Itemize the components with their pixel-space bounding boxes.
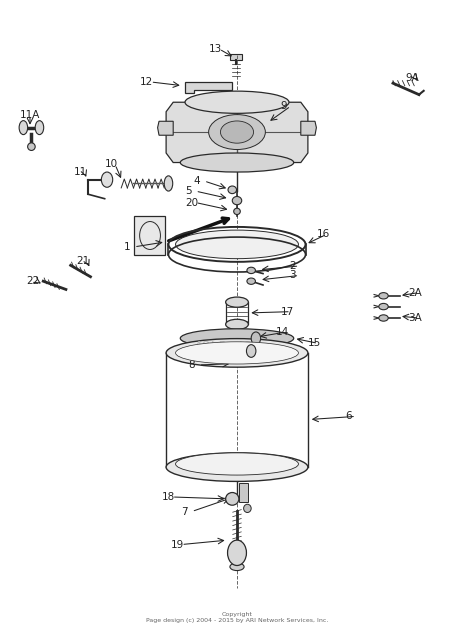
Polygon shape <box>157 121 173 135</box>
Text: 19: 19 <box>171 539 184 550</box>
Polygon shape <box>303 123 313 132</box>
Ellipse shape <box>247 278 255 284</box>
Ellipse shape <box>185 91 289 113</box>
Text: 16: 16 <box>317 229 329 239</box>
Ellipse shape <box>166 453 308 481</box>
Text: 10: 10 <box>105 160 118 169</box>
Ellipse shape <box>379 293 388 299</box>
Circle shape <box>246 345 256 357</box>
Text: ARI PartStre...: ARI PartStre... <box>193 340 281 353</box>
Polygon shape <box>166 102 308 163</box>
Ellipse shape <box>175 453 299 475</box>
Text: 8: 8 <box>188 360 195 370</box>
Ellipse shape <box>175 342 299 364</box>
Text: 1: 1 <box>124 242 130 252</box>
Text: 11A: 11A <box>19 110 40 120</box>
Text: 9A: 9A <box>405 73 419 83</box>
Text: 7: 7 <box>181 506 188 516</box>
Ellipse shape <box>247 267 255 273</box>
Ellipse shape <box>226 297 248 307</box>
Text: 22: 22 <box>27 276 40 286</box>
Circle shape <box>228 540 246 565</box>
Circle shape <box>251 332 261 345</box>
Circle shape <box>101 172 113 187</box>
Polygon shape <box>185 82 232 93</box>
Bar <box>230 54 242 60</box>
Text: 2: 2 <box>289 261 296 271</box>
Text: 4: 4 <box>193 176 200 186</box>
Text: 6: 6 <box>346 411 352 422</box>
Text: 7: 7 <box>190 352 196 363</box>
Ellipse shape <box>180 329 294 348</box>
Ellipse shape <box>19 121 27 135</box>
Bar <box>135 216 165 254</box>
Text: 20: 20 <box>185 198 198 207</box>
Ellipse shape <box>234 208 240 214</box>
Text: 11: 11 <box>74 167 87 177</box>
Ellipse shape <box>164 176 173 191</box>
Ellipse shape <box>35 121 44 135</box>
Ellipse shape <box>166 338 308 367</box>
Text: Copyright
Page design (c) 2004 - 2015 by ARI Network Services, Inc.: Copyright Page design (c) 2004 - 2015 by… <box>146 612 328 623</box>
Text: 14: 14 <box>276 327 289 337</box>
Ellipse shape <box>220 121 254 143</box>
Text: 21: 21 <box>76 256 90 266</box>
Text: 18: 18 <box>161 492 174 502</box>
Text: 3A: 3A <box>408 313 422 323</box>
Text: 17: 17 <box>281 307 294 317</box>
Text: 13: 13 <box>209 44 222 54</box>
Ellipse shape <box>209 114 265 149</box>
Ellipse shape <box>379 315 388 321</box>
Ellipse shape <box>180 153 294 172</box>
Text: 12: 12 <box>140 77 154 87</box>
Ellipse shape <box>244 504 251 513</box>
Text: 2A: 2A <box>408 287 422 298</box>
Ellipse shape <box>27 143 35 151</box>
Ellipse shape <box>226 319 248 329</box>
Ellipse shape <box>175 230 299 259</box>
Text: 15: 15 <box>308 338 321 349</box>
Text: 5: 5 <box>185 186 191 196</box>
Ellipse shape <box>232 197 242 205</box>
Ellipse shape <box>226 492 239 505</box>
Polygon shape <box>301 121 317 135</box>
Text: 3: 3 <box>289 270 296 280</box>
Ellipse shape <box>379 303 388 310</box>
Text: 9: 9 <box>281 101 287 111</box>
Ellipse shape <box>228 186 237 193</box>
Bar <box>239 483 248 502</box>
Ellipse shape <box>230 563 244 570</box>
